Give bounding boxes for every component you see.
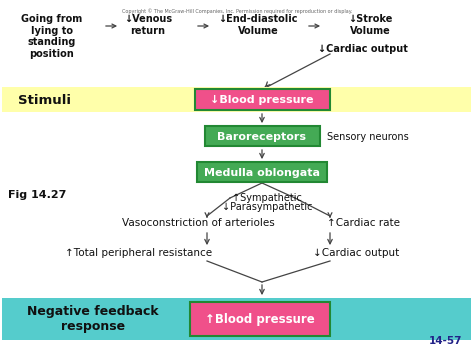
Text: Copyright © The McGraw-Hill Companies, Inc. Permission required for reproduction: Copyright © The McGraw-Hill Companies, I… bbox=[122, 8, 352, 13]
Text: ↓Cardiac output: ↓Cardiac output bbox=[313, 248, 399, 258]
Text: ↓Stroke
Volume: ↓Stroke Volume bbox=[348, 14, 392, 36]
Text: Sensory neurons: Sensory neurons bbox=[327, 132, 409, 142]
Text: 14-57: 14-57 bbox=[428, 336, 462, 346]
Text: Medulla oblongata: Medulla oblongata bbox=[204, 168, 320, 178]
Text: ↑Cardiac rate: ↑Cardiac rate bbox=[327, 218, 400, 228]
FancyBboxPatch shape bbox=[190, 302, 330, 336]
FancyBboxPatch shape bbox=[205, 126, 320, 146]
Text: ↓End-diastolic
Volume: ↓End-diastolic Volume bbox=[218, 14, 298, 36]
Text: ↓Cardiac output: ↓Cardiac output bbox=[318, 44, 408, 54]
Text: ↓Blood pressure: ↓Blood pressure bbox=[210, 95, 314, 105]
Text: ↓Venous
return: ↓Venous return bbox=[124, 14, 172, 36]
Text: Vasoconstriction of arterioles: Vasoconstriction of arterioles bbox=[122, 218, 275, 228]
FancyBboxPatch shape bbox=[197, 162, 327, 182]
Text: Going from
lying to
standing
position: Going from lying to standing position bbox=[21, 14, 82, 59]
Text: ↑Blood pressure: ↑Blood pressure bbox=[205, 312, 315, 326]
FancyBboxPatch shape bbox=[2, 87, 471, 112]
FancyBboxPatch shape bbox=[2, 298, 471, 340]
Text: ↓Parasympathetic: ↓Parasympathetic bbox=[222, 202, 312, 212]
Text: Baroreceptors: Baroreceptors bbox=[218, 132, 307, 142]
Text: Negative feedback
response: Negative feedback response bbox=[27, 305, 159, 333]
Text: Stimuli: Stimuli bbox=[18, 93, 72, 106]
Text: ↑Total peripheral resistance: ↑Total peripheral resistance bbox=[65, 248, 212, 258]
FancyBboxPatch shape bbox=[195, 89, 330, 110]
Text: Fig 14.27: Fig 14.27 bbox=[8, 190, 66, 200]
Text: ↑Sympathetic: ↑Sympathetic bbox=[232, 193, 302, 203]
